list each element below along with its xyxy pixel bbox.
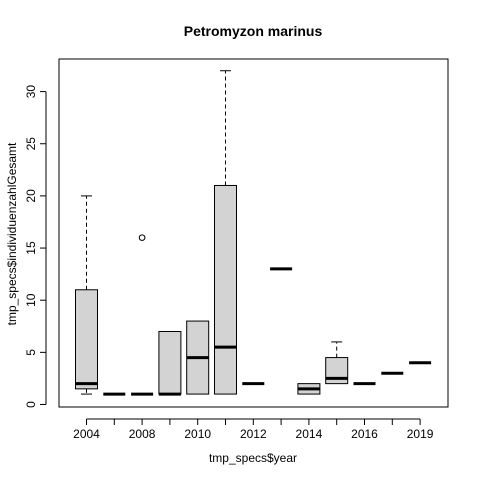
box-iqr xyxy=(75,289,98,390)
x-tick-label: 2012 xyxy=(240,427,267,441)
box-2004 xyxy=(75,195,98,395)
x-axis: 2004 2008 2010 2012 2014 2016 2019 xyxy=(73,418,434,441)
x-tick-label: 2019 xyxy=(407,427,434,441)
x-tick-label: 2016 xyxy=(351,427,378,441)
y-tick-label: 30 xyxy=(24,85,38,99)
box-2009 xyxy=(158,330,182,396)
box-iqr xyxy=(214,184,237,395)
box-2010 xyxy=(186,320,210,395)
y-tick-label: 5 xyxy=(24,349,38,356)
chart-title: Petromyzon marinus xyxy=(184,23,323,39)
y-tick-label: 15 xyxy=(24,241,38,255)
y-axis: 0 5 10 15 20 25 30 xyxy=(24,85,47,408)
y-tick-label: 20 xyxy=(24,189,38,203)
outlier-point xyxy=(138,234,146,241)
box-iqr xyxy=(158,330,182,395)
x-axis-label: tmp_specs$year xyxy=(209,451,297,465)
box-2008 xyxy=(131,234,154,396)
y-tick-label: 25 xyxy=(24,137,38,151)
boxes-group xyxy=(75,70,432,396)
y-tick-label: 0 xyxy=(24,401,38,408)
x-tick-label: 2008 xyxy=(129,427,156,441)
box-2015 xyxy=(325,341,349,385)
y-axis-label: tmp_specs$individuenzahlGesamt xyxy=(5,142,19,325)
y-tick-label: 10 xyxy=(24,293,38,307)
x-tick-label: 2004 xyxy=(73,427,100,441)
box-2011 xyxy=(214,70,237,395)
box-2014 xyxy=(297,383,321,395)
plot-frame xyxy=(58,58,449,408)
x-tick-label: 2010 xyxy=(184,427,211,441)
x-tick-label: 2014 xyxy=(296,427,323,441)
